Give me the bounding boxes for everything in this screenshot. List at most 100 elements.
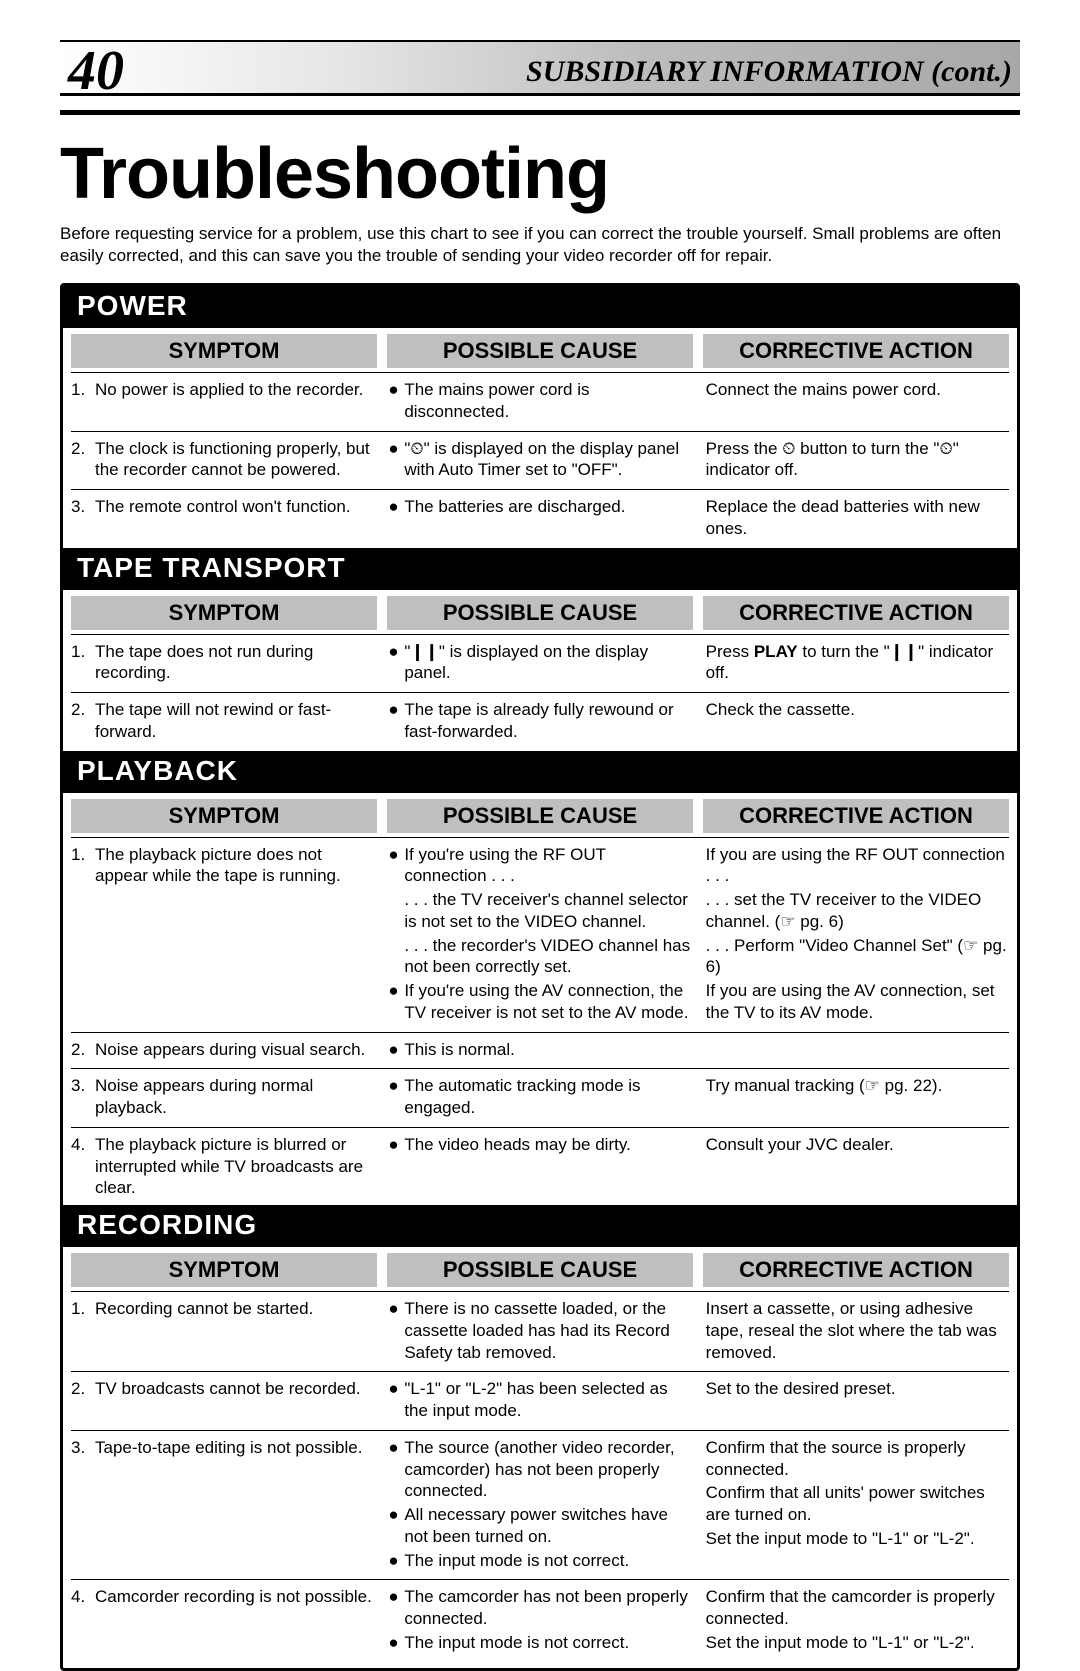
symptom-text: Tape-to-tape editing is not possible. xyxy=(95,1437,374,1574)
page-header: 40 SUBSIDIARY INFORMATION (cont.) xyxy=(60,40,1020,96)
cause-text: If you're using the RF OUT connection . … xyxy=(404,844,691,888)
section-heading: TAPE TRANSPORT xyxy=(63,548,1017,590)
symptom-text: The playback picture is blurred or inter… xyxy=(95,1134,374,1199)
symptom-text: Noise appears during normal playback. xyxy=(95,1075,374,1121)
cause-item: ●The input mode is not correct. xyxy=(388,1550,691,1572)
action-item: Confirm that the source is properly conn… xyxy=(706,1437,1009,1481)
cause-text: The video heads may be dirty. xyxy=(404,1134,691,1156)
symptom-cell: 1.No power is applied to the recorder. xyxy=(71,379,374,425)
header-subtitle: SUBSIDIARY INFORMATION (cont.) xyxy=(526,57,1012,87)
symptom-cell: 2.The tape will not rewind or fast-forwa… xyxy=(71,699,374,745)
bullet-icon: ● xyxy=(388,1039,404,1061)
symptom-text: Noise appears during visual search. xyxy=(95,1039,374,1063)
page-title: Troubleshooting xyxy=(60,133,1020,215)
cause-item: ●If you're using the AV connection, the … xyxy=(388,980,691,1024)
action-item: If you are using the RF OUT connection .… xyxy=(706,844,1009,888)
row-number: 4. xyxy=(71,1586,95,1655)
table-row: 2.The tape will not rewind or fast-forwa… xyxy=(71,692,1009,751)
cause-text: If you're using the AV connection, the T… xyxy=(404,980,691,1024)
symptom-text: The playback picture does not appear whi… xyxy=(95,844,374,1026)
bullet-icon: ● xyxy=(388,1298,404,1363)
col-cause: POSSIBLE CAUSE xyxy=(387,1253,693,1287)
row-number: 2. xyxy=(71,699,95,745)
action-cell: Press the ⏲ button to turn the "⏲" indic… xyxy=(702,438,1009,484)
table-row: 4.Camcorder recording is not possible. ●T… xyxy=(71,1579,1009,1661)
table-row: 1.The tape does not run during recording… xyxy=(71,634,1009,693)
cause-cell: ●This is normal. xyxy=(384,1039,691,1063)
column-headers: SYMPTOMPOSSIBLE CAUSECORRECTIVE ACTION xyxy=(71,799,1009,833)
cause-cell: ●The batteries are discharged. xyxy=(384,496,691,542)
bullet-icon: ● xyxy=(388,1550,404,1572)
table-row: 3.The remote control won't function. ●The… xyxy=(71,489,1009,548)
cause-item: ●The batteries are discharged. xyxy=(388,496,691,518)
symptom-text: Recording cannot be started. xyxy=(95,1298,374,1365)
action-item: . . . set the TV receiver to the VIDEO c… xyxy=(706,889,1009,933)
bullet-icon: ● xyxy=(388,1378,404,1422)
action-item: Connect the mains power cord. xyxy=(706,379,1009,401)
cause-text: There is no cassette loaded, or the cass… xyxy=(404,1298,691,1363)
cause-item: ●If you're using the RF OUT connection .… xyxy=(388,844,691,888)
cause-text: . . . the TV receiver's channel selector… xyxy=(404,889,691,933)
section-heading: POWER xyxy=(63,286,1017,328)
cause-item: ●The camcorder has not been properly con… xyxy=(388,1586,691,1630)
symptom-text: Camcorder recording is not possible. xyxy=(95,1586,374,1655)
action-cell: Replace the dead batteries with new ones… xyxy=(702,496,1009,542)
col-cause: POSSIBLE CAUSE xyxy=(387,596,693,630)
cause-item: ●There is no cassette loaded, or the cas… xyxy=(388,1298,691,1363)
row-number: 1. xyxy=(71,641,95,687)
action-item: Confirm that the camcorder is properly c… xyxy=(706,1586,1009,1630)
column-headers: SYMPTOMPOSSIBLE CAUSECORRECTIVE ACTION xyxy=(71,1253,1009,1287)
action-item: Press PLAY to turn the "❙❙" indicator of… xyxy=(706,641,1009,685)
troubleshooting-table: POWER SYMPTOMPOSSIBLE CAUSECORRECTIVE ACT… xyxy=(60,283,1020,1671)
symptom-text: The tape will not rewind or fast-forward… xyxy=(95,699,374,745)
table-row: 1.No power is applied to the recorder. ●T… xyxy=(71,372,1009,431)
action-cell: Press PLAY to turn the "❙❙" indicator of… xyxy=(702,641,1009,687)
cause-text: This is normal. xyxy=(404,1039,691,1061)
section-heading: PLAYBACK xyxy=(63,751,1017,793)
cause-text: The camcorder has not been properly conn… xyxy=(404,1586,691,1630)
cause-text: The batteries are discharged. xyxy=(404,496,691,518)
cause-item: ●This is normal. xyxy=(388,1039,691,1061)
page-number: 40 xyxy=(68,43,124,99)
table-row: 2.The clock is functioning properly, but… xyxy=(71,431,1009,490)
bullet-icon: ● xyxy=(388,844,404,888)
cause-cell: ●The source (another video recorder, cam… xyxy=(384,1437,691,1574)
col-action: CORRECTIVE ACTION xyxy=(703,596,1009,630)
row-number: 2. xyxy=(71,1378,95,1424)
bullet-icon: ● xyxy=(388,1075,404,1119)
table-row: 2.Noise appears during visual search. ●Th… xyxy=(71,1032,1009,1069)
cause-cell: ●The automatic tracking mode is engaged. xyxy=(384,1075,691,1121)
action-item: Insert a cassette, or using adhesive tap… xyxy=(706,1298,1009,1363)
symptom-text: The remote control won't function. xyxy=(95,496,374,542)
cause-text: The input mode is not correct. xyxy=(404,1550,691,1572)
bullet-icon: ● xyxy=(388,1437,404,1502)
action-cell xyxy=(702,1039,1009,1063)
action-item: Press the ⏲ button to turn the "⏲" indic… xyxy=(706,438,1009,482)
table-row: 3.Tape-to-tape editing is not possible.●… xyxy=(71,1430,1009,1580)
symptom-cell: 2.The clock is functioning properly, but… xyxy=(71,438,374,484)
bullet-icon: ● xyxy=(388,379,404,423)
action-cell: If you are using the RF OUT connection .… xyxy=(702,844,1009,1026)
symptom-cell: 3.Noise appears during normal playback. xyxy=(71,1075,374,1121)
symptom-cell: 3.Tape-to-tape editing is not possible. xyxy=(71,1437,374,1574)
bullet-icon: ● xyxy=(388,1586,404,1630)
bullet-icon: ● xyxy=(388,641,404,685)
table-row: 4.The playback picture is blurred or int… xyxy=(71,1127,1009,1205)
row-number: 2. xyxy=(71,1039,95,1063)
divider xyxy=(60,110,1020,115)
symptom-cell: 2.Noise appears during visual search. xyxy=(71,1039,374,1063)
cause-cell: ●"❙❙" is displayed on the display panel. xyxy=(384,641,691,687)
symptom-text: The tape does not run during recording. xyxy=(95,641,374,687)
cause-text: "❙❙" is displayed on the display panel. xyxy=(404,641,691,685)
cause-item: ●The input mode is not correct. xyxy=(388,1632,691,1654)
bullet-icon: ● xyxy=(388,980,404,1024)
cause-cell: ●The mains power cord is disconnected. xyxy=(384,379,691,425)
table-row: 1.The playback picture does not appear w… xyxy=(71,837,1009,1032)
bullet-icon: ● xyxy=(388,1632,404,1654)
action-cell: Consult your JVC dealer. xyxy=(702,1134,1009,1199)
cause-item: ●The mains power cord is disconnected. xyxy=(388,379,691,423)
cause-item: . . . the TV receiver's channel selector… xyxy=(404,889,691,933)
symptom-cell: 3.The remote control won't function. xyxy=(71,496,374,542)
action-item: Replace the dead batteries with new ones… xyxy=(706,496,1009,540)
table-row: 2.TV broadcasts cannot be recorded.●"L-1… xyxy=(71,1371,1009,1430)
